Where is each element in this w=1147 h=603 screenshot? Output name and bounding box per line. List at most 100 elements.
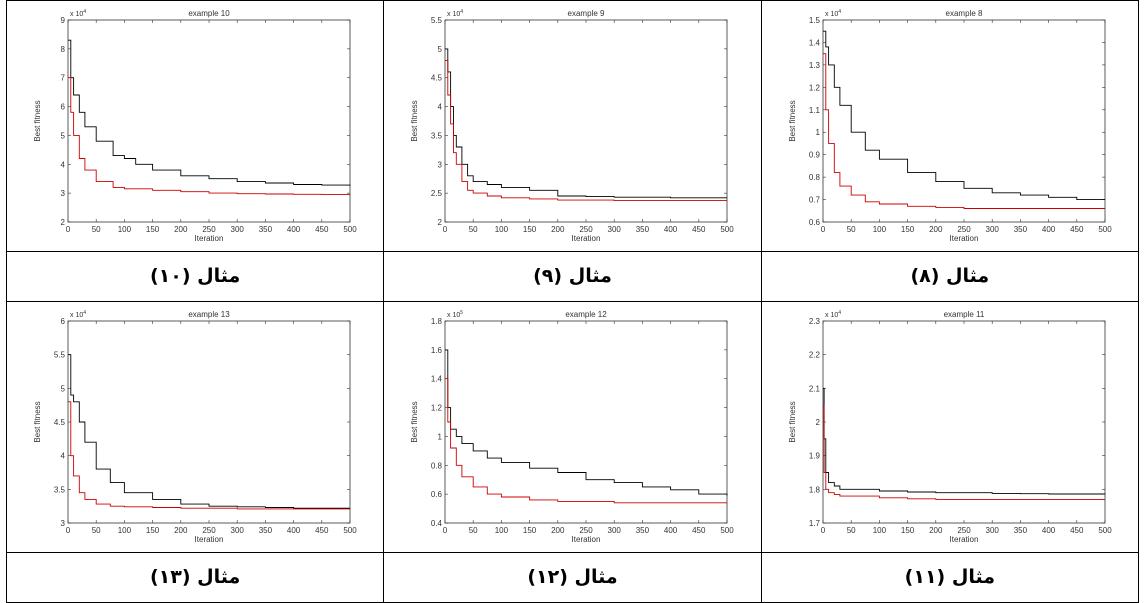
chart-title: example 10	[188, 9, 230, 18]
chart-cell: 0 50 100 150 200 250 300 350 400 450 500 0.4 0.6 0.8 1…	[383, 300, 762, 553]
x-tick-label: 250	[202, 526, 216, 535]
y-tick-label: 0.7	[809, 195, 821, 204]
x-tick-label: 300	[985, 526, 999, 535]
y-tick-label: 3.5	[54, 485, 66, 494]
x-tick-label: 450	[1070, 225, 1084, 234]
chart-cell: 0 50 100 150 200 250 300 350 400 450 500 2 2.5 3 3.5 4 4…	[383, 0, 762, 252]
y-tick-label: 4.5	[54, 418, 66, 427]
x-axis-label: Iteration	[949, 535, 978, 544]
chart-example-13: 0 50 100 150 200 250 300 350 400 450 500 3 3.5 4 4.5 5 5…	[33, 310, 357, 544]
series-line-2	[445, 59, 728, 201]
x-tick-label: 200	[929, 225, 943, 234]
caption: مثال (٩)	[533, 265, 612, 288]
x-tick-label: 350	[636, 526, 650, 535]
x-tick-label: 500	[343, 526, 357, 535]
x-tick-label: 0	[821, 526, 826, 535]
x-tick-label: 100	[873, 225, 887, 234]
x-tick-label: 400	[287, 526, 301, 535]
y-tick-label: 9	[61, 16, 66, 25]
y-tick-label: 1.9	[809, 451, 821, 460]
x-tick-label: 200	[174, 225, 188, 234]
chart-title: example 8	[945, 9, 982, 18]
chart-row-1: 0 50 100 150 200 250 300 350 400 450 500 2 3 4 5 6 7 8 9 x …	[5, 0, 1140, 252]
y-tick-label: 1.7	[809, 519, 821, 528]
x-tick-label: 150	[901, 225, 915, 234]
y-tick-label: 1.1	[809, 106, 821, 115]
series-line-1	[68, 39, 351, 186]
y-tick-label: 5.5	[54, 350, 66, 359]
x-tick-label: 150	[146, 526, 160, 535]
x-tick-label: 400	[664, 225, 678, 234]
plot-area	[445, 320, 728, 524]
series-line-1	[445, 48, 728, 199]
chart-cell: 0 50 100 150 200 250 300 350 400 450 500 2 3 4 5 6 7 8 9 x …	[5, 0, 385, 252]
x-tick-label: 350	[259, 225, 273, 234]
x-tick-label: 150	[523, 526, 537, 535]
x-tick-label: 400	[287, 225, 301, 234]
x-tick-label: 200	[174, 526, 188, 535]
y-tick-label: 7	[61, 74, 66, 83]
x-tick-label: 100	[495, 225, 509, 234]
x-tick-label: 400	[1042, 225, 1056, 234]
y-tick-label: 0.6	[809, 218, 821, 227]
chart-example-12: 0 50 100 150 200 250 300 350 400 450 500 0.4 0.6 0.8 1…	[410, 310, 734, 544]
x-tick-label: 250	[957, 225, 971, 234]
plot-area	[822, 19, 1106, 223]
chart-title: example 9	[568, 9, 605, 18]
x-tick-label: 350	[259, 526, 273, 535]
y-tick-label: 5	[438, 45, 443, 54]
y-tick-label: 1.4	[809, 38, 821, 47]
series-line-2	[445, 378, 728, 504]
x-axis-label: Iteration	[195, 535, 224, 544]
x-tick-label: 300	[231, 225, 245, 234]
x-tick-label: 350	[1014, 526, 1028, 535]
y-tick-label: 2.3	[809, 317, 821, 326]
x-tick-label: 450	[693, 526, 707, 535]
x-tick-label: 150	[146, 225, 160, 234]
y-axis-label: Best fitness	[410, 100, 419, 141]
caption: مثال (١٢)	[527, 566, 618, 589]
chart-title: example 13	[188, 310, 230, 319]
chart-title: example 11	[943, 310, 984, 319]
chart-cell: 0 50 100 150 200 250 300 350 400 450 500 3 3.5 4 4.5 5 5…	[5, 300, 385, 553]
y-exponent-label: x 104	[825, 9, 841, 18]
caption-cell: مثال (١١)	[760, 551, 1140, 603]
y-exponent-label: x 104	[447, 9, 463, 18]
x-tick-label: 300	[608, 225, 622, 234]
y-tick-label: 1.2	[809, 83, 821, 92]
x-tick-label: 100	[873, 526, 887, 535]
y-axis-label: Best fitness	[788, 401, 797, 442]
chart-cell: 0 50 100 150 200 250 300 350 400 450 500 0.6 0.7 0.8 0…	[760, 0, 1140, 252]
x-tick-label: 450	[1070, 526, 1084, 535]
y-tick-label: 4	[438, 102, 443, 111]
plot-area	[445, 19, 728, 223]
y-tick-label: 1.5	[809, 16, 821, 25]
x-tick-label: 200	[929, 526, 943, 535]
y-tick-label: 0.4	[431, 519, 443, 528]
chart-row-2: 0 50 100 150 200 250 300 350 400 450 500 3 3.5 4 4.5 5 5…	[5, 300, 1140, 553]
y-tick-label: 5.5	[431, 16, 443, 25]
x-tick-label: 200	[552, 225, 566, 234]
y-tick-label: 4	[61, 160, 66, 169]
x-axis-label: Iteration	[572, 535, 601, 544]
y-tick-label: 1.3	[809, 61, 821, 70]
series-line-2	[822, 53, 1105, 209]
x-tick-label: 100	[118, 526, 132, 535]
x-tick-label: 0	[443, 225, 448, 234]
x-axis-label: Iteration	[949, 234, 978, 243]
y-tick-label: 2	[61, 218, 66, 227]
y-exponent-label: x 104	[70, 310, 86, 319]
y-tick-label: 1	[815, 128, 820, 137]
x-tick-label: 100	[118, 225, 132, 234]
figure-grid: 0 50 100 150 200 250 300 350 400 450 500 2 3 4 5 6 7 8 9 x …	[5, 0, 1140, 603]
y-tick-label: 5	[61, 384, 66, 393]
y-tick-label: 2	[815, 418, 820, 427]
x-tick-label: 0	[66, 526, 71, 535]
series-line-2	[68, 77, 351, 195]
x-tick-label: 100	[495, 526, 509, 535]
chart-cell: 0 50 100 150 200 250 300 350 400 450 500 1.7 1.8 1.9 2…	[760, 300, 1140, 553]
series-line-2	[822, 404, 1105, 500]
y-tick-label: 4.5	[431, 74, 443, 83]
y-axis-label: Best fitness	[33, 100, 42, 141]
y-tick-label: 2	[438, 218, 443, 227]
